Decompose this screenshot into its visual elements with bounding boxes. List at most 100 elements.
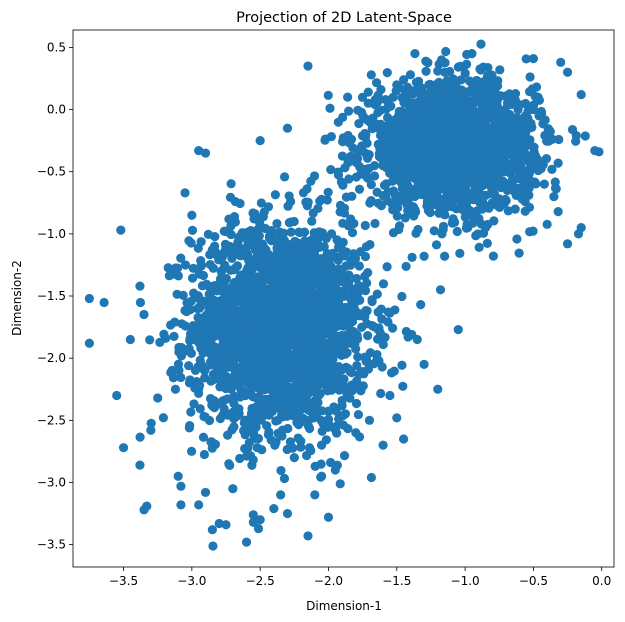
data-point: [520, 117, 531, 127]
data-point: [248, 428, 259, 438]
data-point: [454, 168, 465, 178]
data-point: [245, 314, 255, 325]
data-point: [447, 196, 457, 206]
data-point: [84, 338, 94, 348]
data-point: [219, 226, 229, 236]
data-point: [512, 234, 522, 244]
data-point: [415, 186, 425, 196]
data-point: [492, 176, 503, 186]
data-point: [360, 285, 371, 296]
data-point: [295, 288, 305, 298]
data-point: [411, 77, 421, 87]
data-point: [273, 342, 283, 352]
data-point: [369, 321, 379, 332]
data-point: [400, 96, 410, 106]
data-point: [173, 271, 183, 281]
data-point: [521, 54, 531, 64]
data-point: [383, 187, 393, 197]
data-point: [567, 124, 578, 135]
data-point: [553, 206, 563, 217]
data-point: [296, 389, 306, 399]
data-point: [303, 281, 314, 291]
data-point: [394, 221, 405, 231]
data-point: [363, 87, 373, 97]
data-point: [516, 170, 526, 180]
data-point: [260, 223, 270, 234]
data-point: [287, 351, 297, 361]
data-point: [338, 133, 348, 143]
data-point: [286, 386, 296, 396]
data-point: [366, 70, 376, 80]
data-point: [186, 407, 196, 417]
data-point: [353, 409, 364, 420]
data-point: [395, 176, 405, 186]
data-point: [176, 481, 186, 491]
data-point: [333, 308, 343, 318]
data-point: [411, 228, 421, 238]
data-point: [551, 184, 561, 194]
data-point: [384, 141, 394, 151]
data-point: [556, 57, 566, 67]
data-point: [392, 146, 402, 156]
data-point: [214, 374, 224, 384]
data-point: [394, 155, 404, 165]
data-point: [337, 401, 347, 411]
data-point: [323, 187, 333, 197]
data-point: [248, 208, 258, 218]
data-point: [323, 406, 333, 416]
data-point: [440, 58, 450, 68]
data-point: [229, 422, 239, 432]
data-point: [360, 220, 370, 231]
data-point: [254, 242, 264, 252]
data-point: [208, 263, 218, 273]
data-point: [529, 142, 539, 152]
data-point: [322, 321, 332, 332]
data-point: [435, 285, 446, 295]
data-point: [398, 132, 408, 142]
data-point: [226, 221, 236, 231]
data-point: [220, 261, 230, 272]
data-point: [215, 382, 225, 392]
data-point: [408, 89, 418, 99]
data-point: [360, 352, 370, 362]
data-point: [277, 378, 287, 388]
data-point: [256, 198, 266, 208]
data-point: [225, 192, 236, 202]
data-point: [306, 262, 316, 272]
data-point: [328, 265, 338, 275]
data-point: [243, 236, 253, 246]
data-point: [514, 248, 524, 258]
data-point: [169, 331, 179, 341]
data-point: [241, 338, 251, 348]
data-point: [492, 200, 502, 210]
data-point: [338, 341, 348, 351]
data-point: [461, 186, 472, 196]
data-point: [219, 331, 229, 342]
data-point: [392, 124, 402, 135]
data-point: [279, 172, 290, 182]
data-point: [252, 340, 263, 350]
data-point: [533, 164, 544, 174]
data-point: [387, 323, 398, 333]
data-point: [356, 107, 367, 117]
data-point: [208, 541, 218, 551]
data-point: [440, 210, 450, 220]
data-point: [343, 92, 353, 102]
data-point: [415, 132, 425, 143]
data-point: [289, 453, 299, 463]
data-point: [480, 223, 491, 233]
data-point: [247, 264, 258, 274]
data-point: [437, 103, 447, 114]
data-point: [230, 308, 240, 318]
data-point: [273, 305, 283, 315]
data-point: [520, 98, 531, 109]
data-point: [146, 418, 156, 428]
data-point: [300, 365, 310, 375]
data-point: [201, 334, 211, 345]
data-point: [194, 145, 204, 156]
data-point: [237, 229, 247, 239]
data-point: [255, 136, 265, 146]
data-point: [354, 144, 364, 154]
data-point: [323, 419, 334, 429]
